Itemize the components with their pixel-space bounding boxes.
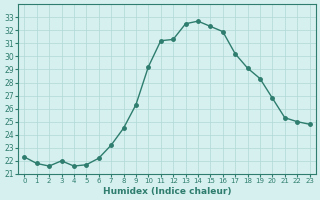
X-axis label: Humidex (Indice chaleur): Humidex (Indice chaleur): [103, 187, 231, 196]
